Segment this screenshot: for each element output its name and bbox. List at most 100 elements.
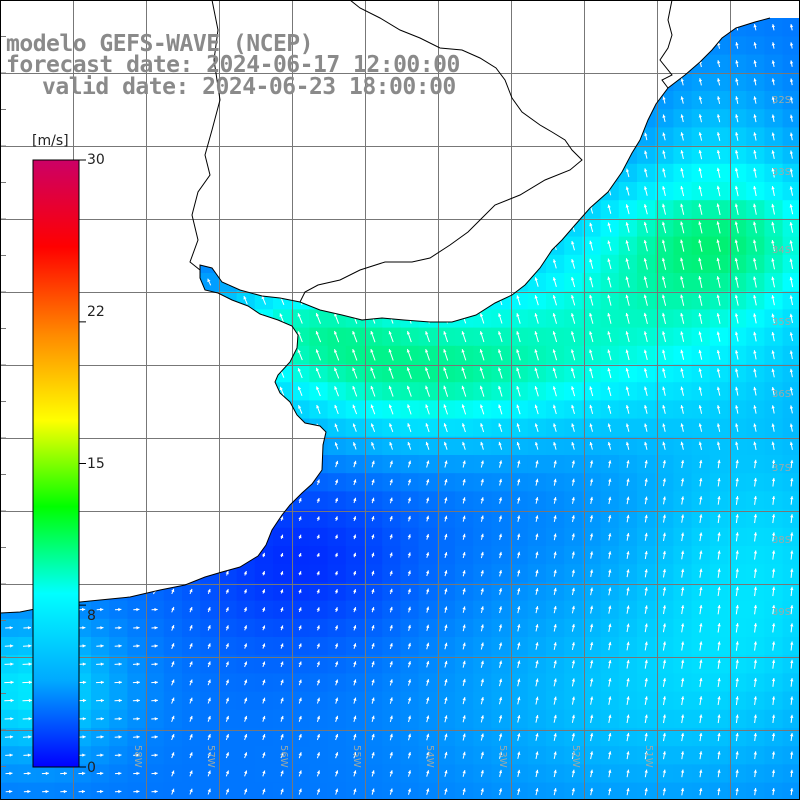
wind-arrow-head	[479, 349, 483, 353]
wind-arrow-head	[534, 423, 538, 427]
wind-arrow-head	[461, 367, 465, 371]
wind-arrow-head	[479, 385, 483, 390]
wind-arrow-head	[753, 167, 757, 172]
wind-arrow-head	[735, 441, 739, 445]
wind-arrow-head	[789, 60, 794, 64]
wind-arrow-head	[334, 404, 338, 409]
wind-arrow-head	[535, 460, 539, 464]
wind-arrow-head	[498, 460, 503, 464]
wind-cell	[218, 673, 238, 693]
wind-arrow-head	[334, 386, 338, 390]
wind-arrow-head	[790, 496, 794, 500]
wind-arrow-head	[753, 313, 757, 317]
wind-arrow-head	[680, 496, 685, 500]
wind-arrow-head	[753, 459, 757, 463]
wind-cell	[163, 746, 183, 765]
wind-arrow-head	[443, 385, 447, 390]
wind-arrow-head	[316, 405, 320, 409]
wind-arrow-head	[589, 349, 593, 353]
wind-arrow-head	[753, 550, 758, 554]
wind-arrow-head	[425, 423, 429, 427]
wind-arrow-head	[698, 276, 702, 280]
wind-arrow-head	[644, 405, 648, 409]
wind-arrow-head	[388, 385, 392, 390]
wind-arrow-head	[316, 386, 320, 390]
wind-arrow-head	[407, 423, 411, 427]
wind-arrow-head	[589, 240, 593, 245]
wind-cell	[254, 691, 274, 711]
wind-arrow-head	[334, 497, 339, 502]
wind-arrow-head	[789, 150, 793, 154]
wind-arrow-head	[517, 478, 521, 483]
wind-arrow-head	[425, 404, 429, 408]
wind-arrow-head	[680, 132, 684, 136]
wind-arrow-head	[426, 497, 430, 501]
wind-arrow-head	[735, 532, 739, 536]
wind-cell	[254, 746, 274, 765]
wind-arrow-head	[753, 186, 757, 190]
wind-arrow-head	[589, 313, 593, 317]
wind-arrow-head	[735, 405, 739, 409]
wind-arrow-head	[589, 331, 593, 335]
wind-arrow-head	[316, 553, 320, 557]
wind-arrow-head	[662, 386, 666, 390]
wind-arrow-head	[662, 550, 666, 555]
wind-arrow-head	[334, 552, 338, 557]
wind-cell	[273, 691, 292, 711]
wind-arrow-head	[279, 313, 283, 317]
wind-cell	[309, 655, 329, 674]
wind-cell	[182, 691, 201, 711]
wind-arrow-head	[716, 441, 721, 445]
wind-arrow-head	[516, 295, 520, 299]
wind-arrow-head	[789, 332, 793, 336]
wind-cell	[182, 637, 201, 656]
wind-arrow-head	[753, 514, 758, 518]
wind-arrow-head	[570, 313, 575, 317]
wind-cell	[327, 673, 347, 693]
wind-arrow-head	[625, 313, 629, 317]
wind-arrow-head	[552, 367, 556, 372]
wind-arrow-head	[607, 204, 611, 208]
wind-arrow-head	[625, 186, 629, 190]
wind-arrow-head	[589, 386, 593, 390]
wind-arrow-head	[716, 423, 721, 427]
wind-arrow-head	[571, 460, 575, 464]
wind-arrow-head	[716, 313, 720, 317]
wind-arrow-head	[480, 404, 484, 408]
wind-arrow-head	[407, 460, 412, 464]
wind-arrow-head	[662, 532, 666, 536]
wind-arrow-head	[443, 349, 447, 353]
wind-arrow-head	[753, 42, 757, 46]
wind-arrow-head	[626, 478, 630, 482]
wind-arrow-head	[371, 442, 375, 446]
wind-arrow-head	[735, 514, 739, 518]
wind-arrow-head	[589, 258, 593, 263]
wind-arrow-head	[571, 515, 575, 519]
wind-cell	[309, 691, 329, 711]
wind-arrow-head	[207, 278, 211, 283]
wind-arrow-head	[480, 478, 484, 483]
wind-arrow-head	[717, 478, 721, 482]
wind-arrow-head	[298, 516, 302, 520]
wind-cell	[254, 709, 274, 729]
wind-arrow-head	[516, 386, 520, 390]
wind-arrow-head	[480, 533, 484, 538]
wind-arrow-head	[589, 478, 594, 482]
wind-arrow-head	[571, 533, 575, 537]
wind-arrow-head	[498, 423, 502, 427]
wind-arrow-head	[734, 313, 739, 317]
wind-arrow-head	[680, 96, 684, 100]
wind-arrow-head	[498, 551, 503, 556]
wind-arrow-head	[607, 276, 611, 280]
wind-arrow-head	[315, 367, 319, 372]
wind-arrow-head	[389, 497, 393, 502]
wind-cell	[327, 746, 347, 765]
wind-arrow-head	[698, 239, 702, 243]
wind-cell	[163, 600, 183, 620]
wind-arrow-head	[280, 534, 284, 539]
wind-arrow-head	[716, 368, 721, 372]
wind-arrow-head	[753, 114, 757, 118]
wind-arrow-head	[643, 368, 648, 372]
wind-arrow-head	[371, 516, 375, 520]
wind-arrow-head	[716, 276, 720, 280]
